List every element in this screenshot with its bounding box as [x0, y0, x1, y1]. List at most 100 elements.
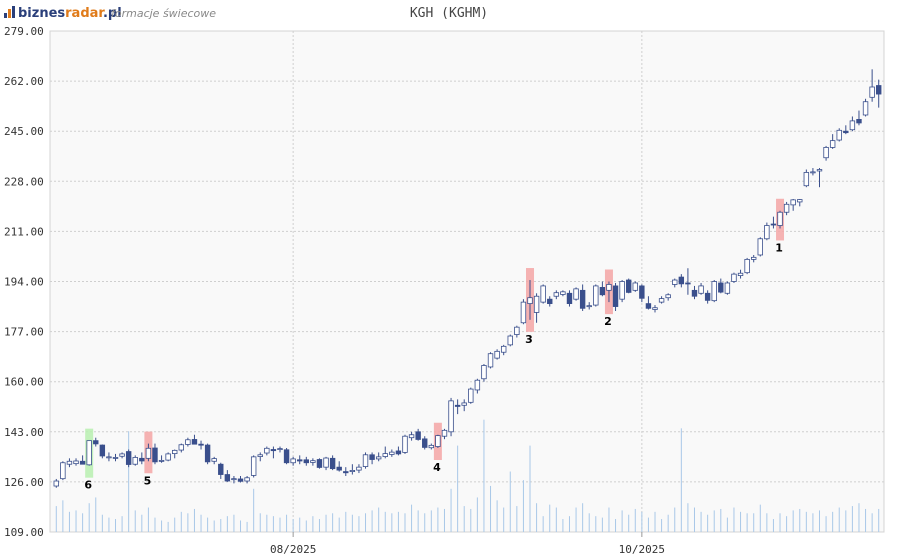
candle-body — [639, 285, 645, 299]
volume-bar — [772, 519, 774, 532]
candle-body — [356, 466, 362, 471]
candle-body — [86, 440, 92, 466]
brand-part-3: .pl — [103, 6, 122, 21]
volume-bar — [299, 517, 301, 532]
volume-bar — [588, 513, 590, 532]
candle-body — [658, 298, 665, 303]
candle-body — [672, 279, 678, 285]
candle-body — [540, 285, 546, 303]
volume-bar — [483, 419, 485, 532]
volume-bar — [871, 513, 873, 532]
volume-bar — [259, 513, 261, 532]
candle-body — [487, 353, 494, 368]
candle-body — [211, 458, 217, 462]
candle-body — [507, 335, 513, 346]
volume-bar — [516, 506, 518, 532]
volume-bar — [818, 510, 820, 532]
y-tick-label: 143.00 — [4, 426, 44, 439]
candle-body — [125, 451, 132, 465]
volume-bar — [608, 507, 610, 532]
candle-body — [422, 438, 428, 448]
candle-body — [698, 285, 704, 294]
grid-layer — [50, 31, 884, 537]
volume-bar — [378, 507, 380, 532]
volume-bar — [391, 513, 393, 532]
volume-bar — [654, 511, 656, 532]
volume-bar — [601, 517, 603, 532]
volume-bar — [740, 511, 742, 532]
volume-bar — [246, 521, 248, 532]
candle-body — [856, 119, 862, 124]
candle-body — [645, 303, 652, 309]
volume-bar — [220, 519, 222, 532]
volume-bar — [536, 503, 538, 532]
candle-body — [665, 294, 671, 299]
volume-bar — [575, 507, 577, 532]
volume-bar — [792, 510, 794, 532]
volume-bar — [496, 500, 498, 532]
volume-bar — [338, 517, 340, 532]
volume-bar — [522, 480, 524, 532]
candle-body — [494, 350, 500, 359]
y-tick-label: 160.00 — [4, 376, 44, 389]
candle-body — [106, 456, 112, 459]
brand-part-1: biznes — [18, 6, 65, 21]
volume-bar — [193, 508, 195, 532]
candle-body — [415, 431, 421, 440]
volume-bar — [693, 507, 695, 532]
y-tick-label: 126.00 — [4, 476, 44, 489]
candle-body — [757, 238, 763, 256]
volume-bar — [424, 513, 426, 532]
candle-body — [264, 447, 270, 454]
candle-body — [803, 172, 810, 187]
volume-bar — [134, 510, 136, 532]
candle-body — [132, 457, 138, 465]
brand-logo[interactable]: biznesradar.pl — [4, 6, 122, 21]
candle-body — [79, 460, 86, 465]
volume-bar — [529, 445, 531, 532]
candle-body — [66, 460, 73, 465]
candle-body — [369, 454, 375, 460]
candle-body — [191, 439, 198, 445]
volume-bar — [805, 511, 807, 532]
y-tick-label: 279.00 — [4, 25, 44, 38]
y-tick-label: 262.00 — [4, 75, 44, 88]
candle-body — [527, 297, 533, 305]
volume-bar — [430, 510, 432, 532]
candle-body — [869, 86, 875, 98]
volume-bar — [365, 513, 367, 532]
candle-body — [744, 258, 750, 274]
candle-body — [823, 147, 829, 159]
candle-body — [73, 460, 79, 465]
candle-body — [553, 292, 560, 297]
candle-body — [139, 457, 145, 462]
candle-body — [441, 429, 448, 437]
label-layer: 279.00 262.00 245.00 228.00 211.00 194.00 177.… — [4, 25, 783, 556]
candle-body — [790, 199, 796, 206]
volume-bar — [233, 514, 235, 532]
candle-body — [816, 169, 823, 172]
candle-body — [500, 345, 507, 353]
candle-body — [290, 458, 296, 464]
volume-bar — [825, 516, 827, 532]
candle-body — [652, 307, 658, 310]
candle-body — [257, 454, 263, 457]
volume-bar — [213, 520, 215, 532]
candle-body — [586, 305, 592, 308]
volume-bar — [226, 516, 228, 532]
candle-body — [178, 444, 185, 451]
candle-body — [810, 171, 816, 174]
logo-bars-icon — [4, 6, 15, 18]
y-tick-label: 177.00 — [4, 326, 44, 339]
volume-bar — [450, 488, 452, 532]
candle-body — [329, 457, 336, 470]
candle-body — [60, 462, 66, 480]
volume-bar — [115, 519, 117, 532]
candle-body — [303, 459, 310, 464]
volume-bar — [661, 519, 663, 532]
volume-bar — [562, 519, 564, 532]
volume-bar — [746, 513, 748, 532]
y-tick-label: 228.00 — [4, 175, 44, 188]
candle-body — [99, 444, 106, 457]
